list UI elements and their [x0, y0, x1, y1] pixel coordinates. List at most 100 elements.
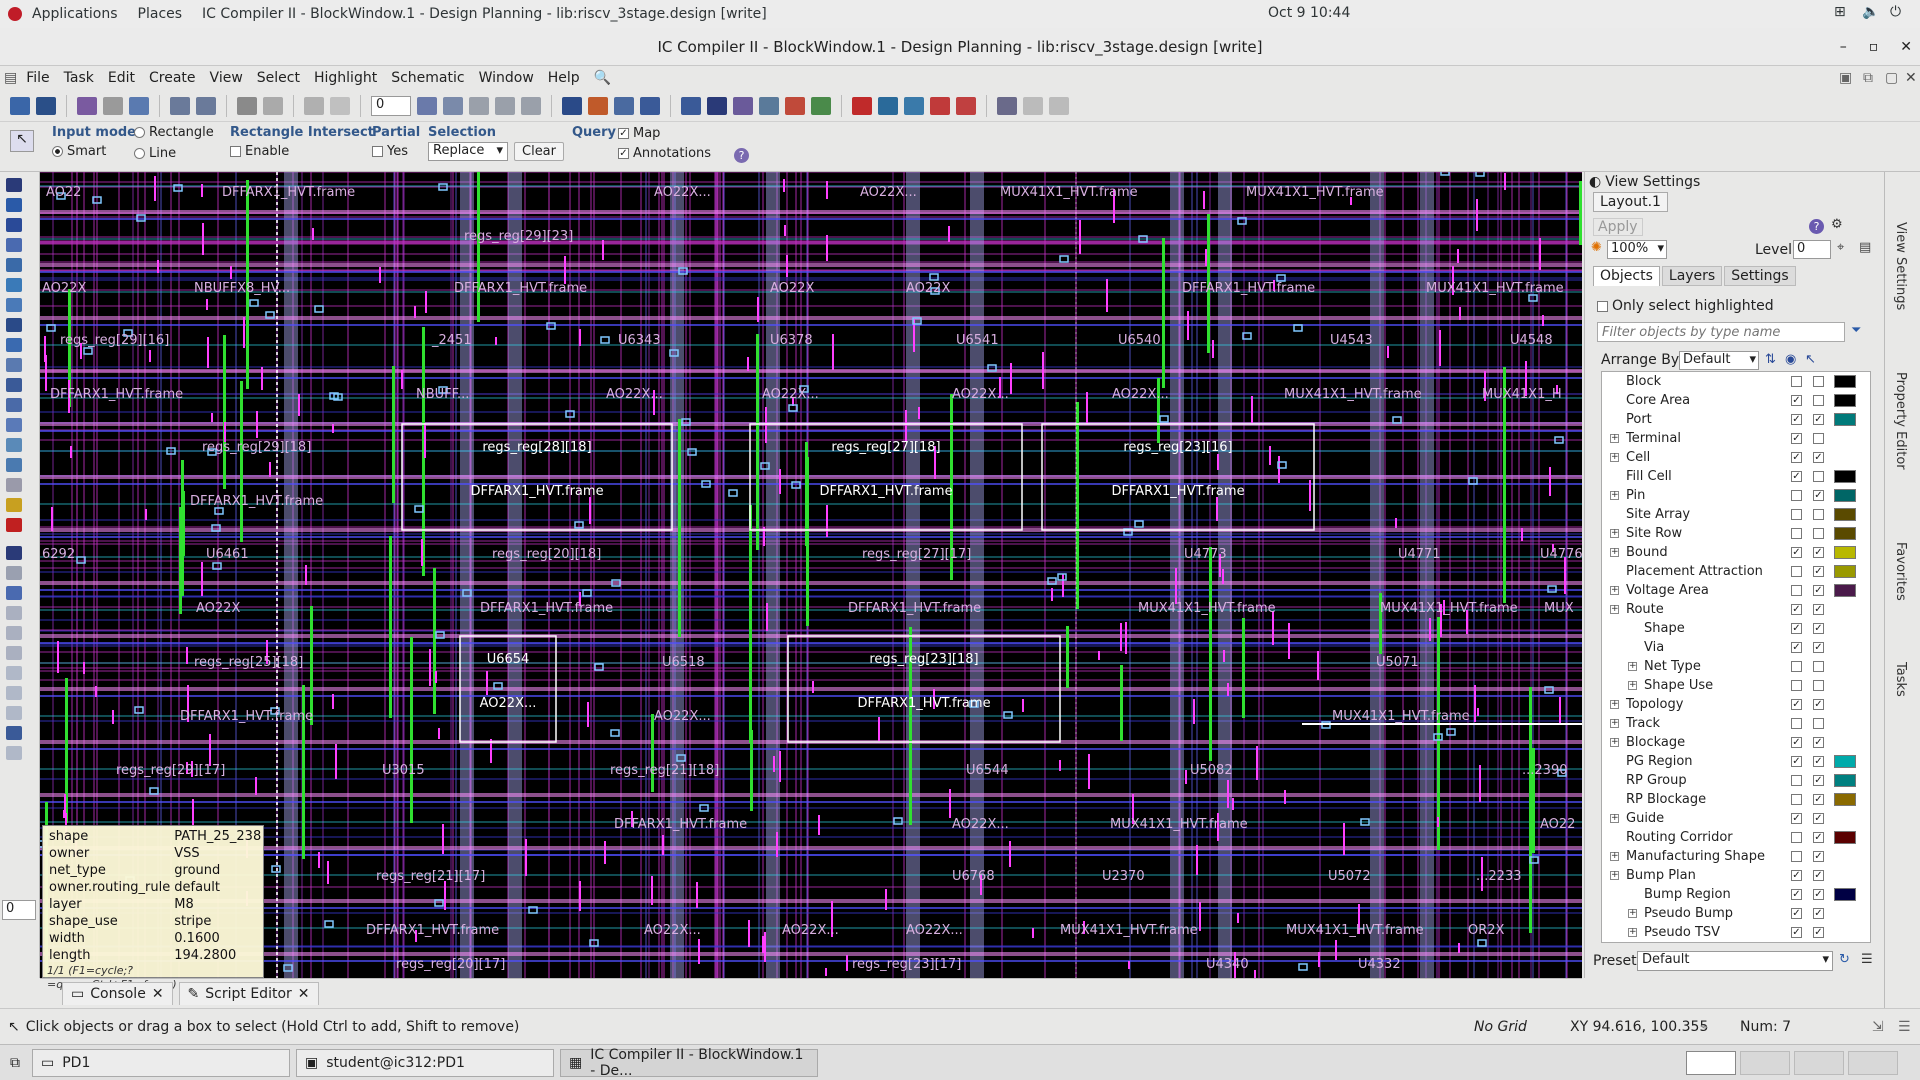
sidetab-favorites[interactable]: Favorites: [1893, 542, 1908, 601]
duplicate-icon[interactable]: [6, 398, 22, 412]
tree-icon[interactable]: [614, 96, 634, 115]
preset-refresh-icon[interactable]: ↻: [1839, 952, 1850, 967]
pointer-tool-icon[interactable]: ↖: [10, 130, 34, 152]
selectable-checkbox[interactable]: ✓: [1813, 851, 1824, 862]
menu-create[interactable]: Create: [149, 70, 196, 86]
smart-radio[interactable]: Smart: [52, 144, 106, 159]
visible-checkbox[interactable]: [1791, 528, 1802, 539]
expand-icon[interactable]: +: [1610, 737, 1619, 747]
visible-checkbox[interactable]: ✓: [1791, 927, 1802, 938]
expand-icon[interactable]: +: [1610, 452, 1619, 462]
selectable-checkbox[interactable]: [1813, 433, 1824, 444]
visible-checkbox[interactable]: ✓: [1791, 737, 1802, 748]
layout-drawing[interactable]: AO22 DFFARX1_HVT.frame AO22X... AO22X... MUX…: [40, 172, 1582, 978]
expand-icon[interactable]: +: [1610, 490, 1619, 500]
rectangle-radio[interactable]: Rectangle: [134, 125, 214, 140]
visible-checkbox[interactable]: [1791, 718, 1802, 729]
selectable-checkbox[interactable]: ✓: [1813, 414, 1824, 425]
clock[interactable]: Oct 9 10:44: [1268, 5, 1351, 21]
level-spinner[interactable]: 0: [1793, 240, 1831, 259]
selectable-checkbox[interactable]: ✓: [1813, 490, 1824, 501]
tree-row[interactable]: + Blockage ✓ ✓: [1602, 733, 1870, 752]
tree-row[interactable]: Shape ✓ ✓: [1602, 619, 1870, 638]
expand-icon[interactable]: +: [1610, 813, 1619, 823]
color-swatch[interactable]: [1834, 413, 1856, 426]
link-icon[interactable]: [237, 96, 257, 115]
selectable-checkbox[interactable]: ✓: [1813, 585, 1824, 596]
lock-icon[interactable]: [6, 546, 22, 560]
network-icon[interactable]: ⊞: [1834, 4, 1846, 20]
zoom-dropdown[interactable]: 100% ▾: [1607, 240, 1667, 259]
pattern-icon[interactable]: [6, 458, 22, 472]
visible-checkbox[interactable]: ✓: [1791, 547, 1802, 558]
group-icon[interactable]: [6, 438, 22, 452]
search-icon[interactable]: 🔍: [593, 70, 612, 86]
tree-row[interactable]: + Terminal ✓: [1602, 429, 1870, 448]
color-swatch[interactable]: [1834, 470, 1856, 483]
color-swatch[interactable]: [1834, 489, 1856, 502]
tree-row[interactable]: Via ✓ ✓: [1602, 638, 1870, 657]
selectable-icon[interactable]: ↖: [1805, 352, 1816, 367]
help-icon[interactable]: ?: [734, 148, 749, 163]
save-icon[interactable]: [36, 96, 56, 115]
power-icon[interactable]: ⏻: [1890, 4, 1902, 20]
check-icon[interactable]: [904, 96, 924, 115]
tree-row[interactable]: + Manufacturing Shape ✓: [1602, 847, 1870, 866]
menu-edit[interactable]: Edit: [107, 70, 136, 86]
selectable-checkbox[interactable]: [1813, 680, 1824, 691]
route-icon[interactable]: [759, 96, 779, 115]
detach-icon[interactable]: ⧉: [1863, 70, 1873, 86]
expand-icon[interactable]: +: [1610, 547, 1619, 557]
partial-yes-checkbox[interactable]: Yes: [372, 144, 408, 159]
drc-icon[interactable]: [852, 96, 872, 115]
color-swatch[interactable]: [1834, 394, 1856, 407]
only-highlighted-checkbox[interactable]: Only select highlighted: [1597, 298, 1774, 314]
panel-help-icon[interactable]: ?: [1809, 219, 1824, 234]
color-swatch[interactable]: [1834, 774, 1856, 787]
selectable-checkbox[interactable]: [1813, 661, 1824, 672]
visible-checkbox[interactable]: [1791, 775, 1802, 786]
task-terminal[interactable]: ▣ student@ic312:PD1: [296, 1048, 554, 1077]
visible-checkbox[interactable]: [1791, 832, 1802, 843]
menu-schematic[interactable]: Schematic: [391, 70, 465, 86]
sidetab-view-settings[interactable]: View Settings: [1893, 222, 1908, 311]
selectable-checkbox[interactable]: [1813, 395, 1824, 406]
box-tool-icon[interactable]: [6, 666, 22, 680]
tree-row[interactable]: + Pseudo Bump ✓ ✓: [1602, 904, 1870, 923]
selectable-checkbox[interactable]: ✓: [1813, 756, 1824, 767]
tree-row[interactable]: Fill Cell ✓: [1602, 467, 1870, 486]
tab-settings[interactable]: Settings: [1724, 266, 1796, 286]
selectable-checkbox[interactable]: [1813, 509, 1824, 520]
pin-icon[interactable]: [707, 96, 727, 115]
fill-icon[interactable]: [6, 586, 22, 600]
redo-icon[interactable]: [330, 96, 350, 115]
pointer-pick-icon[interactable]: ⌖: [1837, 240, 1845, 255]
color-swatch[interactable]: [1834, 831, 1856, 844]
zoom-icon[interactable]: [6, 218, 22, 232]
placement-icon[interactable]: [733, 96, 753, 115]
visible-checkbox[interactable]: ✓: [1791, 870, 1802, 881]
color-swatch[interactable]: [1834, 888, 1856, 901]
grid-icon[interactable]: [811, 96, 831, 115]
apply-button[interactable]: Apply: [1593, 218, 1643, 236]
panel-options-icon[interactable]: ▤: [1859, 240, 1872, 255]
level-spinbox[interactable]: 0: [371, 95, 411, 116]
path-icon[interactable]: [6, 378, 22, 392]
selectable-checkbox[interactable]: ✓: [1813, 547, 1824, 558]
sidetab-tasks[interactable]: Tasks: [1893, 662, 1908, 697]
hierarchy-icon[interactable]: [588, 96, 608, 115]
plugin-icon[interactable]: [997, 96, 1017, 115]
expand-icon[interactable]: +: [1610, 433, 1619, 443]
visible-checkbox[interactable]: [1791, 851, 1802, 862]
menu-file[interactable]: File: [26, 70, 50, 86]
workspace-2[interactable]: [1740, 1051, 1790, 1075]
tab-script-editor[interactable]: ✎ Script Editor ✕: [178, 982, 319, 1005]
maximize-icon[interactable]: ▫: [1868, 39, 1879, 55]
selectable-checkbox[interactable]: ✓: [1813, 566, 1824, 577]
visible-checkbox[interactable]: ✓: [1791, 604, 1802, 615]
panel-pin-icon[interactable]: ◐: [1589, 174, 1602, 190]
open-icon[interactable]: [10, 96, 30, 115]
tree-row[interactable]: Placement Attraction ✓: [1602, 562, 1870, 581]
pen-icon[interactable]: [6, 626, 22, 640]
tree-row[interactable]: + Pseudo TSV ✓ ✓: [1602, 923, 1870, 942]
